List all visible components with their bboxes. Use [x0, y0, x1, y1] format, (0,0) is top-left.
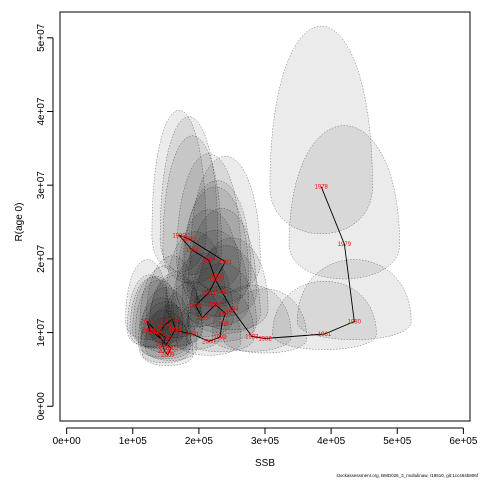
year-label-2009: 2009 — [161, 353, 175, 359]
year-label-1979: 1979 — [338, 242, 352, 248]
y-tick-label: 0e+00 — [36, 392, 47, 421]
ellipse-1979 — [288, 125, 400, 280]
year-label-1993: 1993 — [202, 291, 216, 297]
year-label-1990: 1990 — [182, 237, 196, 243]
year-label-1991: 1991 — [219, 260, 233, 266]
x-tick-label: 6e+05 — [449, 436, 478, 447]
y-axis: 0e+00 1e+07 2e+07 3e+07 4e+07 5e+07 — [36, 23, 54, 421]
ellipse-2013 — [125, 259, 170, 340]
year-label-1992: 1992 — [211, 274, 225, 280]
year-label-1989: 1989 — [172, 233, 186, 239]
year-label-2003: 2003 — [166, 317, 180, 323]
y-tick-label: 1e+07 — [36, 318, 47, 347]
ellipse-1991 — [190, 156, 261, 293]
year-label-1994: 1994 — [189, 303, 203, 309]
year-label-2004: 2004 — [158, 323, 172, 329]
year-label-2015: 2015 — [159, 344, 173, 350]
ellipse-2004 — [139, 265, 190, 343]
ellipse-2016 — [148, 272, 203, 346]
ellipse-2010 — [145, 305, 198, 361]
ellipse-2006 — [140, 287, 191, 353]
ellipse-layer — [125, 25, 412, 366]
y-tick-label: 5e+07 — [36, 23, 47, 52]
year-label-1984: 1984 — [225, 307, 239, 313]
ellipse-1995 — [170, 252, 234, 337]
ellipse-1989 — [151, 110, 207, 272]
x-tick-label: 0e+00 — [53, 436, 82, 447]
year-label-2007: 2007 — [156, 342, 170, 348]
year-label-2006: 2006 — [159, 336, 173, 342]
ellipse-2014 — [132, 275, 180, 348]
ellipse-1981 — [272, 280, 377, 350]
x-tick-label: 4e+05 — [317, 436, 346, 447]
ellipse-1986 — [181, 186, 249, 307]
year-label-1983: 1983 — [245, 334, 259, 340]
x-tick-label: 1e+05 — [119, 436, 148, 447]
ellipse-1980 — [297, 259, 412, 340]
year-label-1997: 1997 — [219, 311, 233, 317]
year-label-1998: 1998 — [215, 322, 229, 328]
year-label-1981: 1981 — [318, 332, 332, 338]
ellipse-1998 — [187, 263, 257, 342]
ellipse-1992 — [183, 180, 252, 305]
ellipse-1987 — [176, 153, 242, 292]
year-label-2011: 2011 — [146, 330, 160, 336]
x-tick-label: 5e+05 — [383, 436, 412, 447]
year-label-1980: 1980 — [348, 320, 362, 326]
year-label-1995: 1995 — [196, 316, 210, 322]
year-label-2002: 2002 — [169, 328, 183, 334]
x-axis-title: SSB — [255, 458, 275, 469]
ellipse-1997 — [190, 245, 261, 334]
year-label-2013: 2013 — [141, 320, 155, 326]
year-label-2016: 2016 — [169, 327, 183, 333]
trajectory-line — [146, 186, 355, 356]
year-label-2012: 2012 — [143, 328, 157, 334]
year-label-2000: 2000 — [202, 339, 216, 345]
year-label-1985: 1985 — [215, 290, 229, 296]
year-label-2008: 2008 — [158, 349, 172, 355]
x-tick-label: 3e+05 — [251, 436, 280, 447]
year-label-1988: 1988 — [186, 248, 200, 254]
x-tick-label: 2e+05 — [185, 436, 214, 447]
footer-note: stockassessment.org, BMD026_3_multulinaw… — [336, 473, 478, 478]
ellipse-1994 — [165, 231, 226, 328]
y-tick-label: 3e+07 — [36, 171, 47, 200]
year-label-1987: 1987 — [202, 258, 216, 264]
year-label-1986: 1986 — [209, 278, 223, 284]
ellipse-2011 — [129, 277, 176, 349]
x-axis: 0e+00 1e+05 2e+05 3e+05 4e+05 5e+05 6e+05 — [53, 427, 478, 447]
ellipse-1985 — [187, 208, 257, 317]
year-label-2014: 2014 — [149, 329, 163, 335]
y-tick-label: 4e+07 — [36, 97, 47, 126]
ellipse-2012 — [126, 274, 172, 347]
year-label-2010: 2010 — [164, 346, 178, 352]
ellipse-1978 — [269, 25, 373, 235]
y-tick-label: 2e+07 — [36, 244, 47, 273]
year-label-1982: 1982 — [258, 337, 272, 343]
year-label-2005: 2005 — [153, 331, 167, 337]
ellipse-2015 — [140, 301, 191, 360]
year-label-2001: 2001 — [186, 332, 200, 338]
year-label-1996: 1996 — [209, 303, 223, 309]
plot-frame — [59, 11, 471, 422]
year-label-1999: 1999 — [213, 335, 227, 341]
year-label-1978: 1978 — [315, 185, 329, 191]
ellipse-2000 — [176, 293, 242, 356]
y-axis-title: R(age 0) — [14, 203, 25, 242]
